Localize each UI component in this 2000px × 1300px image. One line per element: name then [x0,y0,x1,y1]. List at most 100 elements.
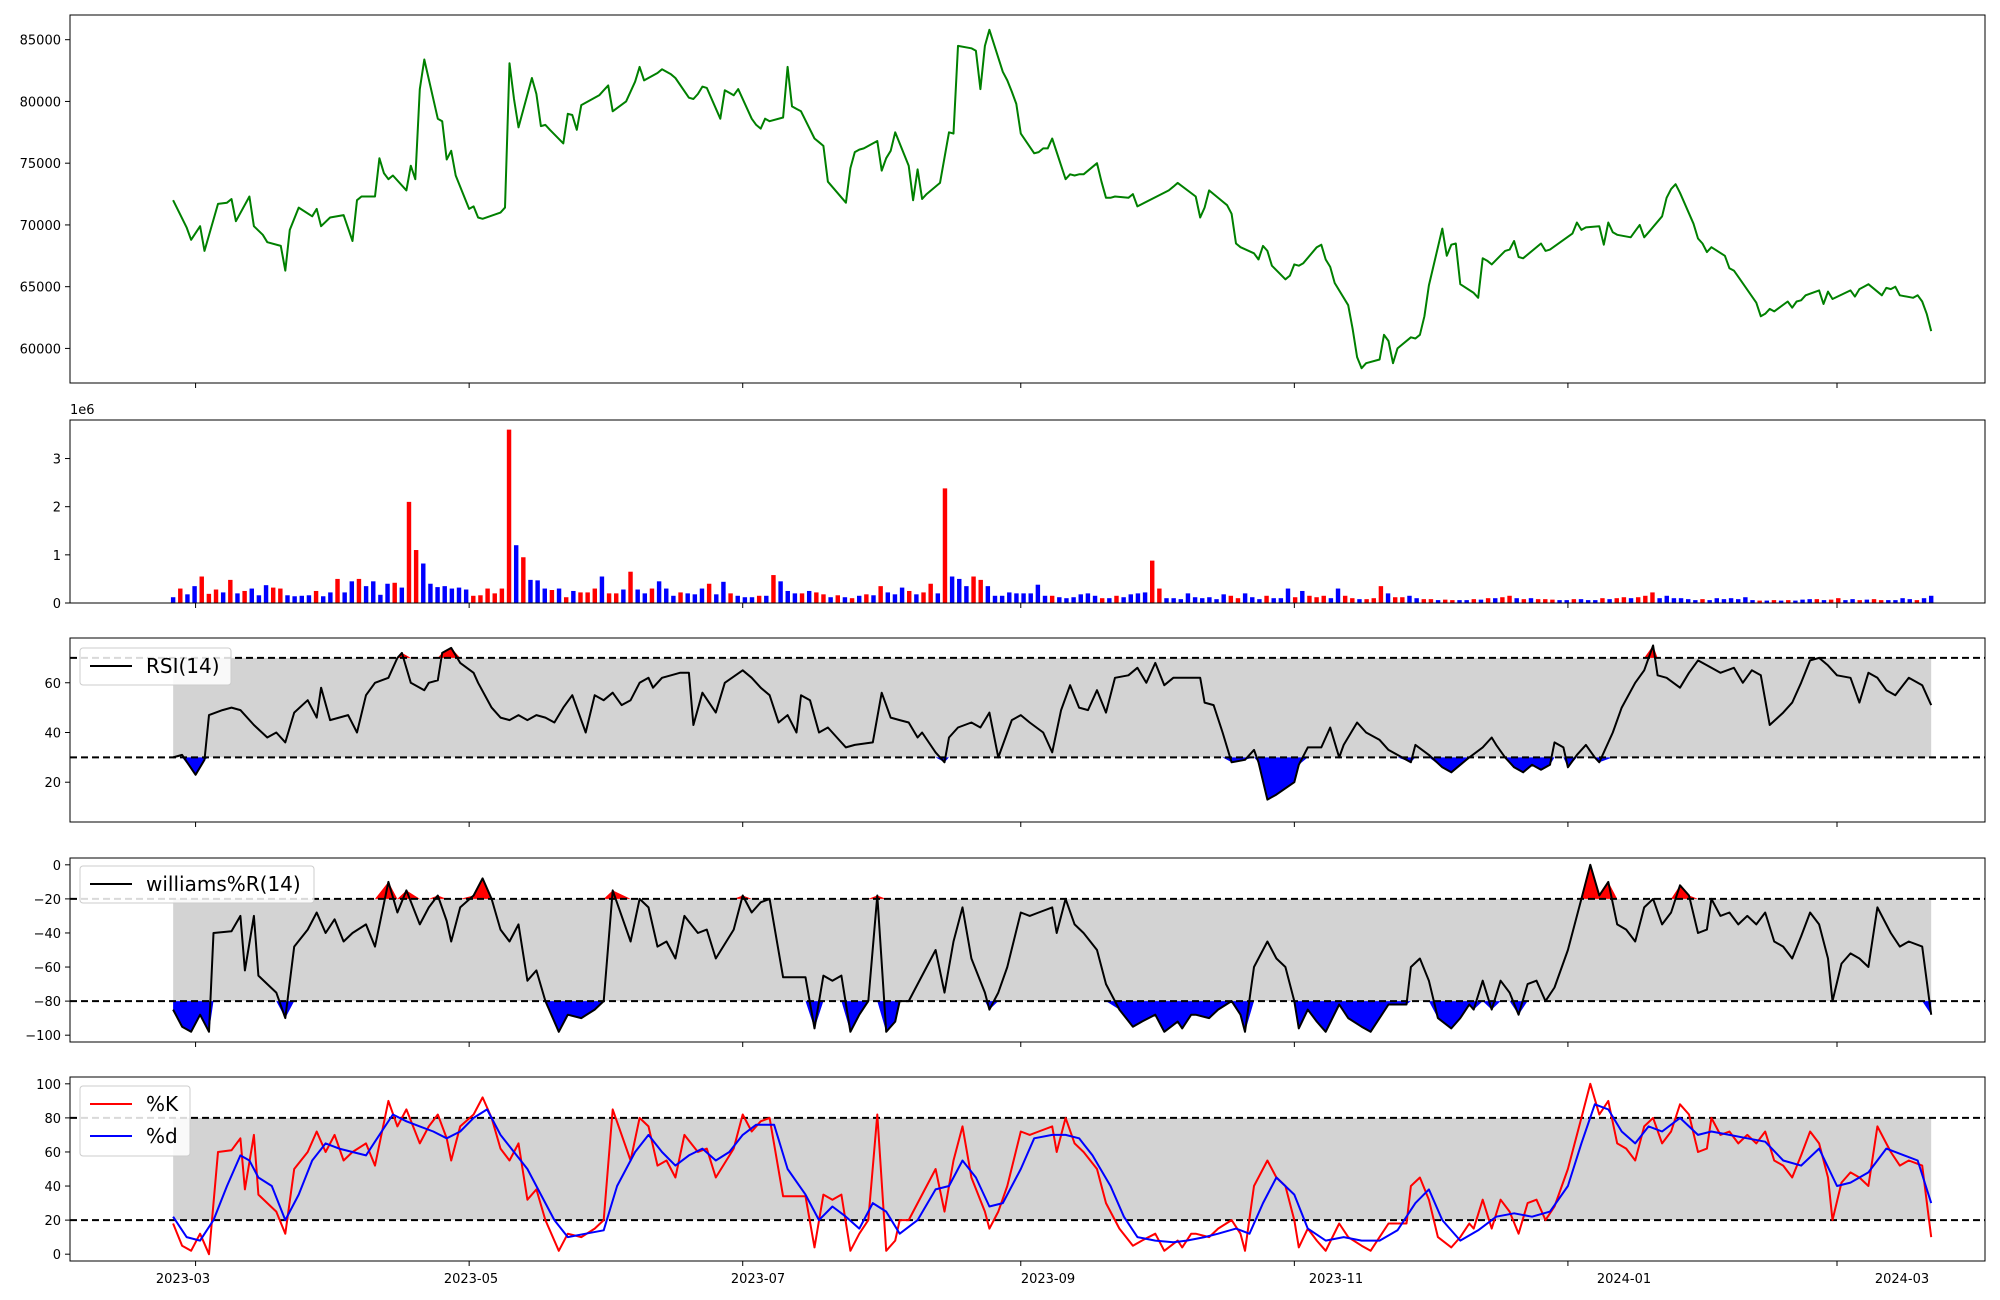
volume-bar [964,586,969,603]
volume-bar [578,592,583,603]
volume-bar [664,588,669,603]
volume-bar [842,597,848,603]
volume-bar [1192,597,1198,603]
volume-bar [849,598,855,603]
williams-overbought-fill [173,864,1932,899]
williams-legend: williams%R(14) [79,865,315,904]
volume-bar [1428,599,1434,603]
volume-bar [1514,598,1519,603]
volume-bar [492,593,497,603]
volume-bar [1385,593,1391,603]
volume-bar [463,589,469,603]
volume-bar [1693,600,1698,603]
y-tick-label: 0 [53,1248,61,1263]
volume-bar [499,588,505,603]
volume-bar [421,563,426,603]
volume-bar [764,595,769,603]
volume-bar [756,595,762,603]
volume-bar [599,576,605,603]
plot-frame [69,857,1986,1043]
volume-bar [1657,598,1662,603]
volume-bar [642,593,648,603]
volume-bar [1085,593,1091,603]
volume-bar [1571,599,1577,603]
volume-bar [1042,595,1048,603]
volume-bar [1314,597,1319,603]
volume-bar [885,592,891,603]
volume-bar [435,587,440,603]
plot-frame [69,637,1986,823]
volume-bar [1278,598,1284,603]
volume-bar [378,594,383,603]
price-line [172,28,1933,370]
volume-bar [1357,599,1362,603]
y-tick-label: −40 [34,927,61,942]
volume-bar [671,595,676,603]
volume-bar [213,589,219,603]
volume-bar [921,592,926,603]
x-tick-label: 2024-03 [1875,1272,1929,1287]
volume-bar [1450,600,1455,603]
volume-offset-text: 1e6 [70,403,95,418]
volume-bar [1049,595,1055,603]
volume-bar [1321,595,1326,603]
volume-bar [907,590,912,603]
volume-bar [1471,599,1477,603]
legend-box [79,647,232,686]
volume-bar [1671,598,1677,603]
volume-bar [1435,600,1441,603]
volume-bar [1092,595,1098,603]
stochastic-line-k [172,1082,1933,1256]
y-tick-label: −20 [34,893,61,908]
volume-bar [985,586,991,603]
volume-bar [1371,598,1376,603]
y-tick-label: 80 [44,1112,61,1127]
y-tick-label: 0 [53,597,61,612]
volume-bar [1607,599,1612,603]
volume-bar [478,595,483,603]
volume-bar [628,571,633,603]
volume-bar [621,589,626,603]
volume-bar [1828,599,1834,603]
volume-bar [363,586,369,603]
volume-bar [1064,598,1069,603]
volume-bar [1028,593,1033,603]
volume-bar [864,594,869,603]
volume-bar [1721,599,1727,603]
williams-band-fill [173,898,1932,1002]
volume-bar [513,545,519,603]
volume-bar [835,595,840,603]
volume-bar [263,585,269,603]
volume-bar [935,593,941,603]
volume-bar [1071,597,1076,603]
volume-bar [1207,597,1212,603]
y-tick-label: −100 [25,1029,61,1044]
volume-bar [1485,598,1491,603]
volume-bar [1700,599,1705,603]
plot-frame [69,1076,1986,1262]
volume-bar [1593,600,1598,603]
volume-bar [1185,593,1191,603]
volume-bar [1221,594,1226,603]
volume-bar [1557,600,1562,603]
volume-bar [785,590,790,603]
volume-bar [556,588,562,603]
volume-bar [1407,595,1412,603]
volume-bar [1114,595,1119,603]
volume-bar [1564,600,1569,603]
volume-bar [1335,588,1341,603]
volume-bar [992,595,998,603]
y-tick-label: 2 [53,501,61,516]
volume-bar [485,588,490,603]
y-tick-label: −80 [34,995,61,1010]
volume-bar [1021,593,1026,603]
volume-bar [1714,598,1719,603]
volume-bar [442,586,447,603]
y-tick-label: 0 [53,859,61,874]
volume-bar [957,578,962,603]
plot-frame [69,14,1986,384]
plot-frame [69,419,1986,604]
volume-bar [1635,597,1641,603]
volume-bar [335,578,340,603]
